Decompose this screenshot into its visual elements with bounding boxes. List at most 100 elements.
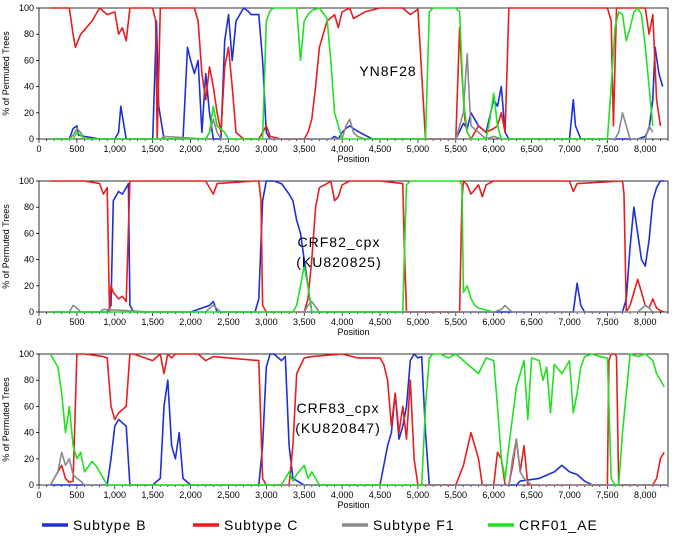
x-tick-label: 1,000 [104, 317, 127, 327]
x-tick-label: 1,500 [141, 490, 164, 500]
y-tick-label: 80 [24, 29, 34, 39]
y-axis-label: % of Permuted Trees [1, 377, 11, 462]
x-tick-label: 500 [69, 144, 84, 154]
y-tick-label: 0 [29, 134, 34, 144]
legend-label: CRF01_AE [519, 517, 598, 533]
y-tick-label: 80 [24, 202, 34, 212]
x-tick-label: 500 [69, 490, 84, 500]
series-line-subtype-f1 [49, 438, 668, 486]
sample-annotation: (KU820825) [296, 254, 382, 270]
x-tick-label: 7,500 [596, 317, 619, 327]
sample-annotation: YN8F28 [359, 63, 416, 79]
y-tick-label: 0 [29, 307, 34, 317]
chart-panel-2: 0 20 40 60 80 100 0 500 1,000 1,500 2,000 2,500 3,00… [1, 176, 669, 337]
x-tick-label: 0 [36, 490, 41, 500]
x-tick-label: 5,500 [445, 317, 468, 327]
legend-item-crf01-ae: CRF01_AE [488, 517, 598, 533]
x-tick-label: 1,500 [141, 317, 164, 327]
y-axis-label: % of Permuted Trees [1, 31, 11, 116]
x-tick-label: 3,500 [293, 317, 316, 327]
x-tick-label: 5,500 [445, 490, 468, 500]
x-axis-label: Position [337, 327, 369, 337]
legend-label: Subtype C [224, 517, 298, 533]
x-tick-label: 8,000 [634, 490, 657, 500]
y-tick-label: 40 [24, 255, 34, 265]
x-tick-label: 2,000 [179, 317, 202, 327]
x-tick-label: 4,000 [331, 490, 354, 500]
x-tick-label: 5,000 [407, 317, 430, 327]
chart-panel-3: 0 20 40 60 80 100 0 500 1,000 1,500 2,000 2,500 3,00… [1, 349, 669, 510]
x-tick-label: 7,000 [558, 317, 581, 327]
x-tick-label: 0 [36, 144, 41, 154]
y-tick-label: 100 [19, 349, 34, 359]
series-line-subtype-f1 [50, 300, 654, 313]
x-tick-label: 7,000 [558, 144, 581, 154]
y-tick-label: 40 [24, 82, 34, 92]
x-tick-label: 3,000 [255, 490, 278, 500]
series-line-subtype-b [50, 353, 668, 486]
legend-label: Subtype B [73, 517, 147, 533]
x-tick-label: 1,000 [104, 144, 127, 154]
chart-panel-1: 0 20 40 60 80 100 0 500 1,000 1,500 2,000 2,500 3,00… [1, 3, 669, 164]
x-tick-label: 5,000 [407, 490, 430, 500]
x-tick-label: 1,000 [104, 490, 127, 500]
sample-annotation: CRF83_cpx [297, 400, 380, 416]
x-tick-label: 7,500 [596, 144, 619, 154]
y-tick-label: 60 [24, 55, 34, 65]
x-tick-label: 3,000 [255, 317, 278, 327]
legend-item-subtype-b: Subtype B [42, 517, 147, 533]
x-tick-label: 7,000 [558, 490, 581, 500]
x-tick-label: 6,500 [520, 144, 543, 154]
y-tick-label: 100 [19, 3, 34, 13]
x-tick-label: 6,500 [520, 490, 543, 500]
y-tick-label: 20 [24, 108, 34, 118]
x-tick-label: 6,000 [482, 144, 505, 154]
y-tick-label: 40 [24, 428, 34, 438]
series-line-crf01-ae [50, 180, 494, 313]
x-tick-label: 2,500 [217, 317, 240, 327]
x-tick-label: 4,000 [331, 144, 354, 154]
y-tick-label: 20 [24, 454, 34, 464]
sample-annotation: CRF82_cpx [298, 234, 381, 250]
x-tick-label: 6,000 [482, 490, 505, 500]
x-tick-label: 4,500 [369, 144, 392, 154]
sample-annotation: (KU820847) [295, 420, 381, 436]
x-tick-label: 1,500 [141, 144, 164, 154]
series-line-crf01-ae [49, 353, 665, 486]
x-tick-label: 6,000 [482, 317, 505, 327]
x-tick-label: 3,500 [293, 144, 316, 154]
y-tick-label: 60 [24, 228, 34, 238]
legend-label: Subtype F1 [373, 517, 455, 533]
x-tick-label: 0 [36, 317, 41, 327]
x-tick-label: 2,500 [217, 490, 240, 500]
series-line-subtype-b [50, 7, 664, 140]
legend-item-subtype-f1: Subtype F1 [342, 517, 455, 533]
series-line-subtype-f1 [50, 52, 654, 140]
plot-frame [38, 7, 669, 140]
x-tick-label: 3,500 [293, 490, 316, 500]
series-line-crf01-ae [50, 7, 654, 140]
x-tick-label: 500 [69, 317, 84, 327]
x-tick-label: 2,000 [179, 144, 202, 154]
x-tick-label: 8,000 [634, 317, 657, 327]
x-tick-label: 5,000 [407, 144, 430, 154]
x-axis-label: Position [337, 500, 369, 510]
series-line-subtype-c [50, 7, 662, 140]
legend-item-subtype-c: Subtype C [193, 517, 298, 533]
y-tick-label: 20 [24, 281, 34, 291]
x-tick-label: 8,000 [634, 144, 657, 154]
x-tick-label: 4,000 [331, 317, 354, 327]
y-axis-label: % of Permuted Trees [1, 204, 11, 289]
x-tick-label: 7,500 [596, 490, 619, 500]
x-tick-label: 4,500 [369, 317, 392, 327]
y-tick-label: 100 [19, 176, 34, 186]
x-tick-label: 2,000 [179, 490, 202, 500]
x-tick-label: 2,500 [217, 144, 240, 154]
y-tick-label: 80 [24, 375, 34, 385]
y-tick-label: 0 [29, 480, 34, 490]
x-tick-label: 3,000 [255, 144, 278, 154]
series-line-subtype-c [50, 180, 665, 313]
x-tick-label: 4,500 [369, 490, 392, 500]
x-tick-label: 6,500 [520, 317, 543, 327]
